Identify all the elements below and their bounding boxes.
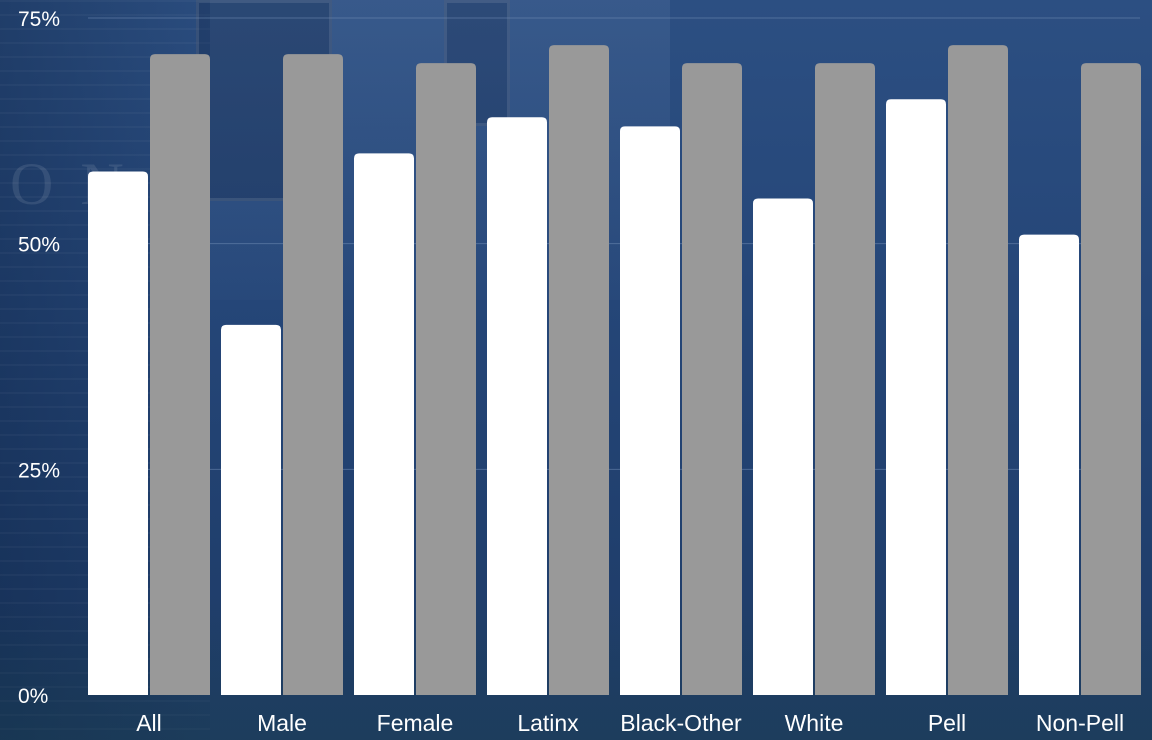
bar-series-1-black-other bbox=[620, 126, 680, 695]
y-tick-label: 50% bbox=[18, 234, 60, 257]
bar-series-1-all bbox=[88, 171, 148, 695]
bar-series-2-male bbox=[283, 54, 343, 695]
bar-series-2-latinx bbox=[549, 45, 609, 695]
y-tick-label: 25% bbox=[18, 459, 60, 482]
bars bbox=[88, 45, 1141, 696]
bar-series-1-latinx bbox=[487, 117, 547, 695]
x-axis-category-labels: All Male Female Latinx Black-Other White Pell N… bbox=[136, 710, 1124, 736]
bar-series-1-pell bbox=[886, 99, 946, 696]
bar-series-1-non-pell bbox=[1019, 234, 1079, 695]
x-category-label: Non-Pell bbox=[1036, 710, 1124, 736]
x-category-label: Pell bbox=[928, 710, 966, 736]
y-tick-label: 75% bbox=[18, 8, 60, 31]
x-category-label: Black-Other bbox=[620, 710, 742, 736]
x-category-label: Latinx bbox=[517, 710, 579, 736]
bar-series-2-black-other bbox=[682, 63, 742, 695]
bar-series-2-white bbox=[815, 63, 875, 695]
bar-series-2-pell bbox=[948, 45, 1008, 695]
x-category-label: All bbox=[136, 710, 162, 736]
x-category-label: Female bbox=[377, 710, 454, 736]
y-axis-tick-labels: 0% 25% 50% 75% bbox=[18, 8, 60, 708]
x-category-label: Male bbox=[257, 710, 307, 736]
bar-series-1-white bbox=[753, 198, 813, 696]
bar-series-2-all bbox=[150, 54, 210, 695]
x-category-label: White bbox=[785, 710, 844, 736]
bar-series-1-male bbox=[221, 324, 281, 695]
bar-series-2-female bbox=[416, 63, 476, 695]
bar-series-1-female bbox=[354, 153, 414, 695]
y-tick-label: 0% bbox=[18, 685, 48, 708]
bar-series-2-non-pell bbox=[1081, 63, 1141, 695]
